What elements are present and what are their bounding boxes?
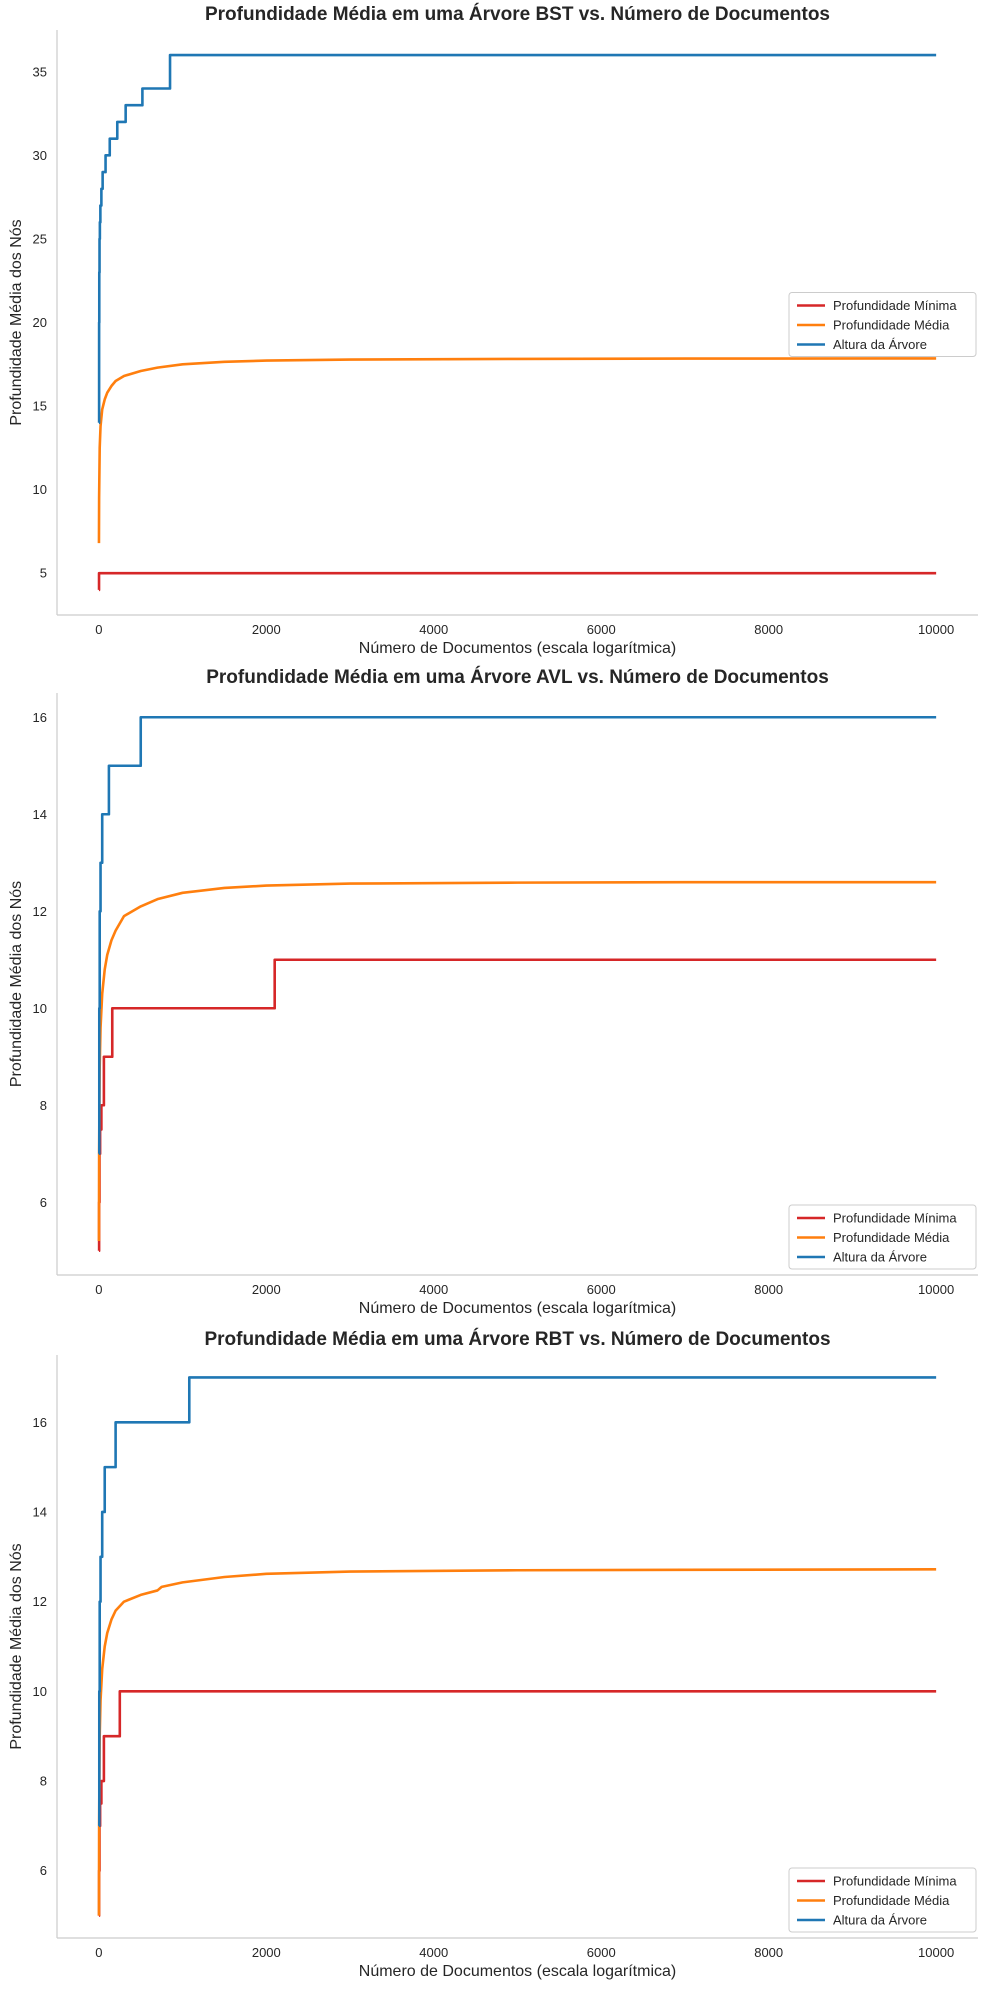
y-tick-label: 16 [33, 710, 47, 725]
y-tick-label: 8 [40, 1098, 47, 1113]
x-tick-label: 4000 [419, 622, 448, 637]
x-tick-label: 8000 [754, 1945, 783, 1960]
x-tick-label: 10000 [918, 622, 954, 637]
x-tick-label: 2000 [252, 1282, 281, 1297]
x-tick-label: 2000 [252, 622, 281, 637]
x-tick-label: 6000 [587, 622, 616, 637]
legend-label: Profundidade Mínima [833, 298, 957, 313]
y-tick-label: 6 [40, 1863, 47, 1878]
x-tick-label: 6000 [587, 1945, 616, 1960]
legend: Profundidade Mínima Profundidade Média Alt… [788, 292, 977, 357]
x-tick-label: 0 [95, 622, 102, 637]
x-axis-label: Número de Documentos (escala logarítmica… [359, 1963, 676, 1980]
y-axis-label: Profundidade Média dos Nós [8, 219, 25, 425]
y-tick-label: 14 [33, 1504, 47, 1519]
y-tick-label: 14 [33, 807, 47, 822]
x-tick-label: 8000 [754, 1282, 783, 1297]
chart-panel-0: Profundidade Média em uma Árvore BST vs.… [8, 3, 978, 657]
legend-label: Altura da Árvore [833, 337, 927, 352]
legend-box [788, 1204, 977, 1270]
x-tick-label: 10000 [918, 1945, 954, 1960]
series-line-profundidade-m-nima [97, 571, 937, 592]
legend-label: Profundidade Mínima [833, 1874, 957, 1889]
y-tick-label: 35 [33, 64, 47, 79]
series-line-altura-da-rvore [97, 715, 937, 1156]
series-line-altura-da-rvore [97, 1376, 937, 1828]
legend-label: Profundidade Média [833, 1893, 950, 1908]
chart-title: Profundidade Média em uma Árvore RBT vs.… [204, 1328, 830, 1350]
chart-panel-2: Profundidade Média em uma Árvore RBT vs.… [8, 1328, 978, 1980]
series-line-altura-da-rvore [97, 53, 937, 425]
y-axis-label: Profundidade Média dos Nós [8, 1543, 25, 1749]
y-tick-label: 10 [33, 1684, 47, 1699]
y-tick-label: 12 [33, 1594, 47, 1609]
x-axis-label: Número de Documentos (escala logarítmica… [359, 1300, 676, 1317]
x-tick-label: 6000 [587, 1282, 616, 1297]
y-tick-label: 10 [33, 482, 47, 497]
x-tick-label: 0 [95, 1945, 102, 1960]
y-tick-label: 5 [40, 566, 47, 581]
x-axis-label: Número de Documentos (escala logarítmica… [359, 640, 676, 657]
legend: Profundidade Mínima Profundidade Média Alt… [788, 1204, 977, 1270]
series-line-profundidade-m-dia [97, 357, 937, 544]
y-tick-label: 25 [33, 231, 47, 246]
x-tick-label: 10000 [918, 1282, 954, 1297]
y-axis-label: Profundidade Média dos Nós [8, 881, 25, 1087]
legend-box [788, 292, 977, 357]
legend: Profundidade Mínima Profundidade Média Alt… [788, 1867, 977, 1933]
y-tick-label: 30 [33, 148, 47, 163]
legend-label: Profundidade Média [833, 318, 950, 333]
y-tick-label: 6 [40, 1195, 47, 1210]
y-tick-label: 15 [33, 399, 47, 414]
legend-label: Altura da Árvore [833, 1913, 927, 1928]
x-tick-label: 8000 [754, 622, 783, 637]
chart-panel-1: Profundidade Média em uma Árvore AVL vs.… [8, 666, 978, 1317]
x-tick-label: 2000 [252, 1945, 281, 1960]
x-tick-label: 4000 [419, 1945, 448, 1960]
x-tick-label: 4000 [419, 1282, 448, 1297]
legend-label: Profundidade Mínima [833, 1211, 957, 1226]
chart-title: Profundidade Média em uma Árvore BST vs.… [205, 3, 830, 25]
legend-box [788, 1867, 977, 1933]
x-tick-label: 0 [95, 1282, 102, 1297]
legend-label: Profundidade Média [833, 1230, 950, 1245]
y-tick-label: 10 [33, 1001, 47, 1016]
legend-label: Altura da Árvore [833, 1250, 927, 1265]
chart-title: Profundidade Média em uma Árvore AVL vs.… [206, 666, 829, 688]
y-tick-label: 16 [33, 1415, 47, 1430]
y-tick-label: 8 [40, 1774, 47, 1789]
y-tick-label: 12 [33, 904, 47, 919]
y-tick-label: 20 [33, 315, 47, 330]
series-line-profundidade-m-dia [97, 1568, 937, 1916]
